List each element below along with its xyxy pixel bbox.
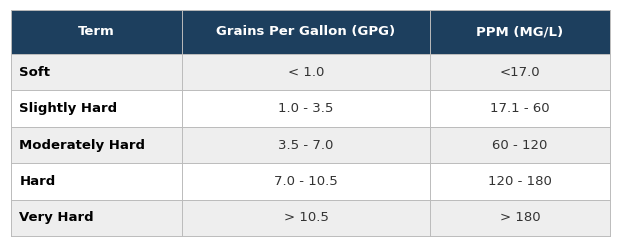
Bar (182, 91, 430, 127)
Bar (430, 163, 610, 200)
Bar (430, 91, 610, 127)
Text: Term: Term (78, 25, 115, 38)
Text: 60 - 120: 60 - 120 (492, 138, 548, 152)
Bar (11, 127, 182, 163)
Bar (182, 10, 430, 54)
Bar (430, 10, 610, 54)
Bar (11, 54, 182, 91)
Text: 7.0 - 10.5: 7.0 - 10.5 (274, 175, 338, 188)
Bar (11, 163, 182, 200)
Text: Grains Per Gallon (GPG): Grains Per Gallon (GPG) (217, 25, 396, 38)
Text: Hard: Hard (19, 175, 55, 188)
Bar (11, 10, 182, 54)
Bar (430, 200, 610, 236)
Text: > 180: > 180 (500, 212, 540, 224)
Bar (11, 91, 182, 127)
Text: 120 - 180: 120 - 180 (488, 175, 552, 188)
Text: > 10.5: > 10.5 (284, 212, 329, 224)
Bar (430, 127, 610, 163)
Text: 1.0 - 3.5: 1.0 - 3.5 (278, 102, 333, 115)
Text: < 1.0: < 1.0 (288, 66, 324, 79)
Text: 3.5 - 7.0: 3.5 - 7.0 (278, 138, 333, 152)
Bar (182, 54, 430, 91)
Text: 17.1 - 60: 17.1 - 60 (490, 102, 550, 115)
Text: PPM (MG/L): PPM (MG/L) (476, 25, 564, 38)
Text: Soft: Soft (19, 66, 50, 79)
Text: <17.0: <17.0 (500, 66, 540, 79)
Text: Moderately Hard: Moderately Hard (19, 138, 145, 152)
Bar (11, 200, 182, 236)
Bar (182, 163, 430, 200)
Bar (182, 127, 430, 163)
Bar (430, 54, 610, 91)
Bar (182, 200, 430, 236)
Text: Slightly Hard: Slightly Hard (19, 102, 117, 115)
Text: Very Hard: Very Hard (19, 212, 94, 224)
